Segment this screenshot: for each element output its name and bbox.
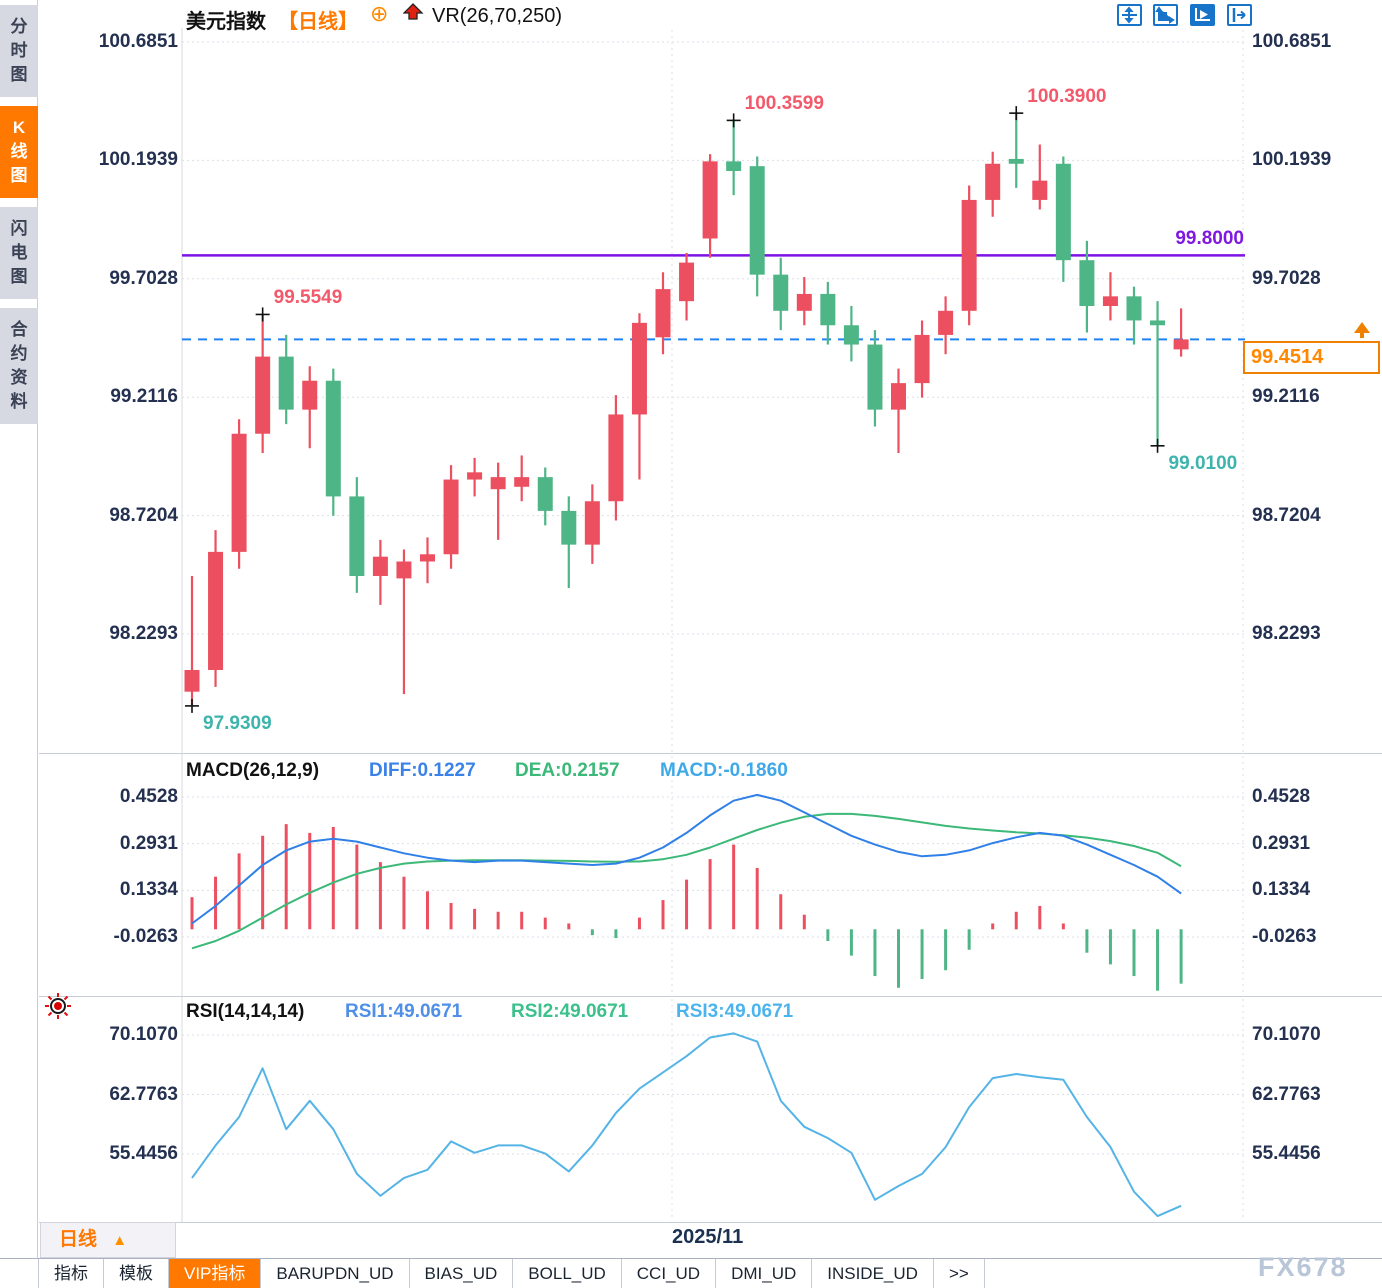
- rsi-axis-left-70.1070: 70.1070: [109, 1024, 178, 1045]
- tab-BOLL_UD[interactable]: BOLL_UD: [513, 1259, 622, 1288]
- rsi-axis-left-55.4456: 55.4456: [109, 1143, 178, 1164]
- tab-指标[interactable]: 指标: [39, 1259, 104, 1288]
- rsi-axis-left-62.7763: 62.7763: [109, 1083, 178, 1105]
- macd-axis-left-0.1334: 0.1334: [119, 879, 178, 901]
- main-axis-right-98.2293: 98.2293: [1252, 622, 1321, 644]
- last-price-tag: 99.4514: [1243, 341, 1380, 375]
- export-icon[interactable]: [1227, 4, 1252, 26]
- period-up-triangle-icon: ▲: [112, 1232, 128, 1249]
- up-arrow-icon: [403, 3, 424, 20]
- price-marker-100.3599: 100.3599: [744, 93, 824, 115]
- tab-BIAS_UD[interactable]: BIAS_UD: [410, 1259, 514, 1288]
- main-axis-right-99.7028: 99.7028: [1252, 267, 1321, 289]
- tab-BARUPDN_UD[interactable]: BARUPDN_UD: [261, 1259, 410, 1288]
- macd-axis-right-0.4528: 0.4528: [1252, 786, 1311, 807]
- main-axis-left-98.7204: 98.7204: [109, 504, 178, 526]
- rsi-axis-right-62.7763: 62.7763: [1252, 1083, 1321, 1105]
- rsi1-value: RSI1:49.0671: [345, 1001, 463, 1022]
- main-axis-right-98.7204: 98.7204: [1252, 504, 1321, 526]
- tabbar-spacer: [0, 1259, 39, 1288]
- main-axis-left-99.2116: 99.2116: [110, 386, 178, 408]
- macd-axis-left-0.4528: 0.4528: [119, 786, 178, 807]
- main-axis-left-100.1939: 100.1939: [98, 149, 178, 171]
- rsi-title: RSI(14,14,14): [186, 1001, 305, 1022]
- tab-模板[interactable]: 模板: [104, 1259, 169, 1288]
- price-marker-99.5549: 99.5549: [273, 287, 343, 309]
- target-icon[interactable]: ⊕: [370, 1, 389, 26]
- period-selector-label: 日线: [59, 1229, 98, 1250]
- macd-axis-left-0.2931: 0.2931: [119, 832, 178, 854]
- macd-axis-right-0.2931: 0.2931: [1252, 832, 1311, 854]
- price-marker-97.9309: 97.9309: [203, 712, 272, 734]
- main-axis-right-99.2116: 99.2116: [1252, 386, 1320, 408]
- macd-dea-value: DEA:0.2157: [515, 760, 620, 781]
- period-tag: 【日线】: [278, 11, 358, 33]
- alert-sun-icon[interactable]: [44, 992, 72, 1020]
- sidebar-item-0[interactable]: 分时图: [0, 5, 38, 97]
- sidebar-item-2[interactable]: 闪电图: [0, 207, 38, 299]
- tab-INSIDE_UD[interactable]: INSIDE_UD: [812, 1259, 934, 1288]
- main-axis-right-100.1939: 100.1939: [1252, 149, 1332, 171]
- price-up-arrow-icon: [1354, 322, 1370, 339]
- tab-DMI_UD[interactable]: DMI_UD: [716, 1259, 813, 1288]
- tab->>[interactable]: >>: [934, 1259, 985, 1288]
- macd-hist-value: MACD:-0.1860: [660, 760, 788, 781]
- rsi-axis-right-70.1070: 70.1070: [1252, 1024, 1321, 1045]
- indicator-tab-bar: 指标 模板 VIP指标 BARUPDN_UD BIAS_UD BOLL_UD CCI_UD D…: [0, 1258, 1382, 1288]
- price-marker-100.3900: 100.3900: [1027, 86, 1107, 108]
- macd-axis-right-0.1334: 0.1334: [1252, 879, 1311, 901]
- rsi2-value: RSI2:49.0671: [511, 1001, 629, 1022]
- main-axis-left-100.6851: 100.6851: [98, 31, 178, 52]
- level-99.8-label: 99.8000: [1175, 228, 1244, 249]
- vr-indicator-label: VR(26,70,250): [432, 5, 563, 27]
- main-axis-left-98.2293: 98.2293: [109, 622, 178, 644]
- macd-title: MACD(26,12,9): [186, 760, 320, 781]
- period-selector-button[interactable]: 日线 ▲: [40, 1222, 176, 1258]
- macd-diff-value: DIFF:0.1227: [369, 760, 476, 781]
- main-axis-left-99.7028: 99.7028: [109, 267, 178, 289]
- rsi3-value: RSI3:49.0671: [676, 1001, 794, 1022]
- price-marker-99.0100: 99.0100: [1168, 452, 1238, 474]
- symbol-title: 美元指数: [186, 11, 266, 33]
- watermark: FX678: [1258, 1252, 1348, 1282]
- axis-zoom-icon[interactable]: [1153, 4, 1178, 26]
- crosshair-icon[interactable]: [1117, 4, 1142, 26]
- macd-axis-left--0.0263: -0.0263: [113, 925, 178, 947]
- macd-axis-right--0.0263: -0.0263: [1252, 925, 1317, 947]
- axis-play-icon[interactable]: [1190, 4, 1215, 26]
- sidebar-item-3[interactable]: 合约资料: [0, 308, 38, 424]
- x-axis-date-label: 2025/11: [672, 1226, 744, 1248]
- main-axis-right-100.6851: 100.6851: [1252, 31, 1332, 52]
- rsi-axis-right-55.4456: 55.4456: [1252, 1143, 1321, 1164]
- tab-VIP指标[interactable]: VIP指标: [169, 1259, 262, 1288]
- tab-CCI_UD[interactable]: CCI_UD: [622, 1259, 717, 1288]
